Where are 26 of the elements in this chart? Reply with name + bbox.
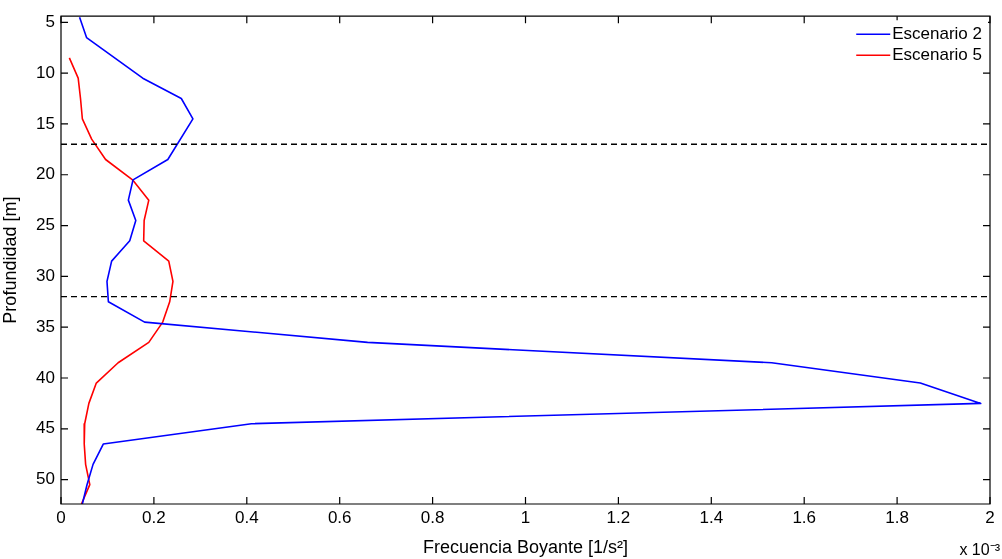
y-tick-label: 50 [36,469,55,489]
x-tick-label: 1 [520,507,531,527]
y-tick-label: 40 [36,367,55,387]
y-tick-label: 10 [36,62,55,82]
x-tick-label: 0 [56,507,66,527]
x-tick-label: 2 [985,507,995,527]
y-axis-title: Profundidad [m] [0,196,20,324]
x-tick-label: 1.8 [885,507,909,527]
x-tick-label: 0.8 [420,507,445,527]
y-tick-label: 15 [36,113,55,133]
y-tick-label: 30 [36,266,55,286]
y-tick-label: 45 [36,418,55,438]
x-tick-label: 1.4 [699,507,724,527]
legend-label: Escenario 2 [892,23,983,43]
x-tick-label: 1.2 [606,507,631,527]
x-tick-label: 0.6 [327,507,352,527]
y-tick-label: 35 [36,316,55,336]
y-tick-label: 20 [36,164,55,184]
x-axis-title: Frecuencia Boyante [1/s²] [422,537,629,558]
y-tick-label: 5 [45,11,55,31]
y-tick-label: 25 [36,215,55,235]
x-tick-label: 1.6 [792,507,817,527]
x-tick-label: 0.2 [142,507,166,527]
x-tick-label: 0.4 [234,507,259,527]
legend-label: Escenario 5 [892,44,983,64]
text: x 10⁻³ [959,541,1001,558]
